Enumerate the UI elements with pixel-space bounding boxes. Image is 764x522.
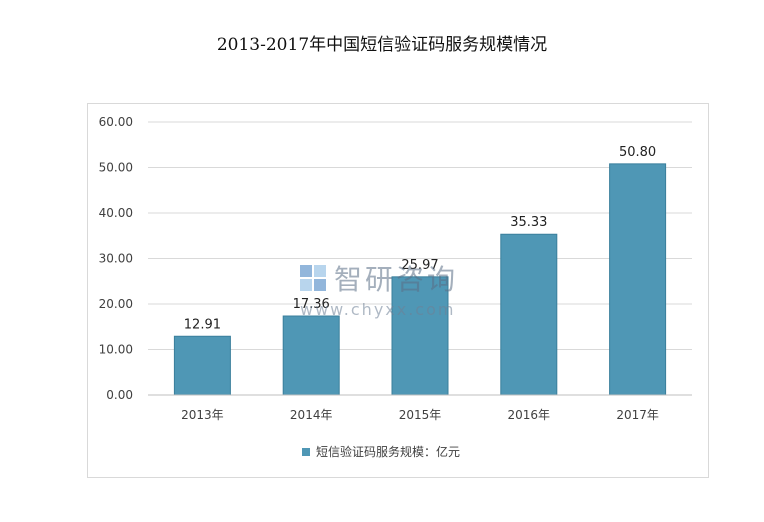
bar <box>500 233 558 396</box>
y-tick-label: 40.00 <box>99 206 133 220</box>
data-label: 35.33 <box>510 215 547 230</box>
y-tick-label: 30.00 <box>99 252 133 266</box>
x-tick-label: 2015年 <box>399 408 442 422</box>
y-tick-label: 60.00 <box>99 115 133 129</box>
y-tick-label: 50.00 <box>99 161 133 175</box>
x-tick-label: 2017年 <box>616 408 659 422</box>
y-tick-label: 20.00 <box>99 297 133 311</box>
bar <box>282 315 340 396</box>
y-tick-label: 10.00 <box>99 343 133 357</box>
data-label: 50.80 <box>619 145 656 160</box>
legend-label: 短信验证码服务规模：亿元 <box>316 445 461 459</box>
bar <box>391 276 449 396</box>
legend: 短信验证码服务规模：亿元 <box>302 443 460 460</box>
x-tick-label: 2013年 <box>181 408 224 422</box>
bar <box>173 335 231 396</box>
data-label: 25.97 <box>401 258 438 273</box>
x-tick-label: 2016年 <box>508 408 551 422</box>
legend-swatch <box>302 447 310 456</box>
data-label: 17.36 <box>293 297 330 312</box>
x-tick-label: 2014年 <box>290 408 333 422</box>
chart-title: 2013-2017年中国短信验证码服务规模情况 <box>216 35 548 55</box>
y-tick-label: 0.00 <box>106 388 133 402</box>
data-label: 12.91 <box>184 317 221 332</box>
bar <box>609 163 667 396</box>
